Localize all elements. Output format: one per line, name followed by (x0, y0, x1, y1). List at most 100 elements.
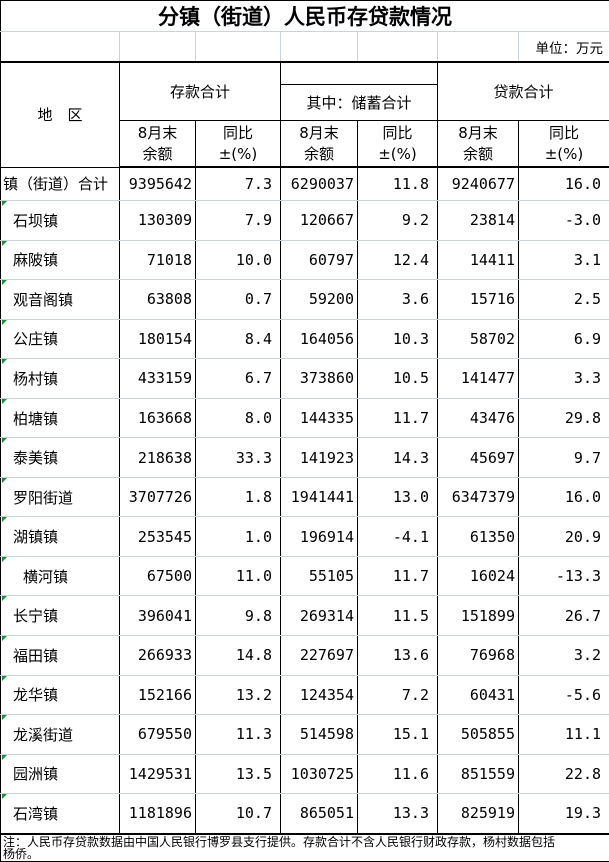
savings-yoy-cell: 10.5 (358, 359, 438, 399)
region-label: 公庄镇 (13, 330, 58, 348)
loan-yoy-cell: 29.8 (519, 398, 609, 438)
table-row: 观音阁镇 63808 0.7 59200 3.6 15716 2.5 (1, 280, 609, 320)
loan-balance-cell: 851559 (438, 754, 519, 794)
empty-header-cell (281, 62, 438, 85)
header-line: 8月末 (281, 123, 357, 144)
green-corner-flag-icon (2, 399, 7, 404)
deposit-yoy-cell: 10.7 (196, 794, 281, 834)
region-label: 龙华镇 (13, 686, 58, 704)
note-row: 注：人民币存贷款数据由中国人民银行博罗县支行提供。存款合计不含人民银行财政存款，… (1, 834, 609, 862)
table-row: 横河镇 67500 11.0 55105 11.7 16024 -13.3 (1, 556, 609, 596)
savings-balance-cell: 1941441 (281, 477, 358, 517)
savings-yoy-cell: 11.7 (358, 556, 438, 596)
loan-balance-cell: 15716 (438, 280, 519, 320)
table-row: 长宁镇 396041 9.8 269314 11.5 151899 26.7 (1, 596, 609, 636)
deposit-yoy-cell: 7.9 (196, 201, 281, 241)
deposit-balance-cell: 67500 (120, 556, 196, 596)
savings-balance-cell: 164056 (281, 319, 358, 359)
deposit-balance-cell: 3707726 (120, 477, 196, 517)
loan-balance-cell: 45697 (438, 438, 519, 478)
deposit-yoy-cell: 0.7 (196, 280, 281, 320)
savings-balance-cell: 59200 (281, 280, 358, 320)
table-row: 园洲镇 1429531 13.5 1030725 11.6 851559 22.… (1, 754, 609, 794)
green-corner-flag-icon (2, 715, 7, 720)
loan-yoy-cell: 16.0 (519, 477, 609, 517)
header-line: ±(%) (519, 144, 609, 165)
green-corner-flag-icon (2, 320, 7, 325)
deposit-yoy-cell: 13.2 (196, 675, 281, 715)
savings-yoy-cell: 13.6 (358, 636, 438, 676)
header-line: 同比 (519, 123, 609, 144)
region-label: 横河镇 (23, 568, 68, 586)
savings-balance-cell: 6290037 (281, 167, 358, 201)
deposit-balance-cell: 266933 (120, 636, 196, 676)
deposit-yoy-cell: 8.0 (196, 398, 281, 438)
region-cell: 龙华镇 (1, 675, 120, 715)
savings-balance-cell: 55105 (281, 556, 358, 596)
savings-yoy-cell: 3.6 (358, 280, 438, 320)
region-label: 湖镇镇 (13, 528, 58, 546)
title-row: 分镇（街道）人民币存贷款情况 (1, 1, 609, 32)
table-row: 泰美镇 218638 33.3 141923 14.3 45697 9.7 (1, 438, 609, 478)
loan-balance-header: 8月末 余额 (438, 121, 519, 168)
loan-balance-cell: 141477 (438, 359, 519, 399)
green-corner-flag-icon (2, 359, 7, 364)
region-label: 龙溪街道 (13, 726, 73, 744)
deposit-balance-cell: 1429531 (120, 754, 196, 794)
savings-yoy-cell: 12.4 (358, 240, 438, 280)
green-corner-flag-icon (2, 478, 7, 483)
loan-balance-cell: 9240677 (438, 167, 519, 201)
loan-balance-cell: 151899 (438, 596, 519, 636)
savings-yoy-cell: 15.1 (358, 715, 438, 755)
deposit-yoy-cell: 1.0 (196, 517, 281, 557)
deposit-balance-cell: 63808 (120, 280, 196, 320)
region-cell: 杨村镇 (1, 359, 120, 399)
savings-yoy-cell: 13.0 (358, 477, 438, 517)
savings-balance-cell: 196914 (281, 517, 358, 557)
header-line: 余额 (120, 144, 195, 165)
region-cell: 柏塘镇 (1, 398, 120, 438)
green-corner-flag-icon (2, 241, 7, 246)
deposit-yoy-cell: 13.5 (196, 754, 281, 794)
loan-yoy-cell: 16.0 (519, 167, 609, 201)
region-cell: 石坝镇 (1, 201, 120, 241)
deposit-yoy-cell: 7.3 (196, 167, 281, 201)
savings-balance-header: 8月末 余额 (281, 121, 358, 168)
unit-label: 单位：万元 (519, 32, 609, 63)
savings-balance-cell: 514598 (281, 715, 358, 755)
table-row: 福田镇 266933 14.8 227697 13.6 76968 3.2 (1, 636, 609, 676)
green-corner-flag-icon (2, 201, 7, 206)
table-row: 公庄镇 180154 8.4 164056 10.3 58702 6.9 (1, 319, 609, 359)
green-corner-flag-icon (2, 676, 7, 681)
region-label: 长宁镇 (13, 607, 58, 625)
green-corner-flag-icon (2, 517, 7, 522)
green-corner-flag-icon (2, 596, 7, 601)
savings-yoy-cell: 7.2 (358, 675, 438, 715)
green-corner-flag-icon (2, 280, 7, 285)
savings-balance-cell: 141923 (281, 438, 358, 478)
savings-yoy-cell: 10.3 (358, 319, 438, 359)
deposit-balance-cell: 130309 (120, 201, 196, 241)
table-row: 柏塘镇 163668 8.0 144335 11.7 43476 29.8 (1, 398, 609, 438)
loan-yoy-cell: 20.9 (519, 517, 609, 557)
table-row: 罗阳街道 3707726 1.8 1941441 13.0 6347379 16… (1, 477, 609, 517)
header-row-groups: 地 区 存款合计 贷款合计 (1, 62, 609, 85)
loan-balance-cell: 6347379 (438, 477, 519, 517)
savings-balance-cell: 144335 (281, 398, 358, 438)
green-corner-flag-icon (2, 438, 7, 443)
savings-yoy-cell: -4.1 (358, 517, 438, 557)
region-cell: 横河镇 (1, 556, 120, 596)
loan-balance-cell: 23814 (438, 201, 519, 241)
deposits-group-header: 存款合计 (120, 62, 281, 121)
header-line: ±(%) (196, 144, 280, 165)
deposit-balance-cell: 163668 (120, 398, 196, 438)
footnote-line: 注：人民币存贷款数据由中国人民银行博罗县支行提供。存款合计不含人民银行财政存款，… (3, 836, 606, 849)
region-cell: 罗阳街道 (1, 477, 120, 517)
header-line: 8月末 (438, 123, 518, 144)
region-label: 杨村镇 (13, 370, 58, 388)
region-label: 石湾镇 (13, 805, 58, 823)
savings-balance-cell: 865051 (281, 794, 358, 834)
loan-yoy-cell: 2.5 (519, 280, 609, 320)
loan-balance-cell: 505855 (438, 715, 519, 755)
empty-cell (120, 32, 196, 63)
